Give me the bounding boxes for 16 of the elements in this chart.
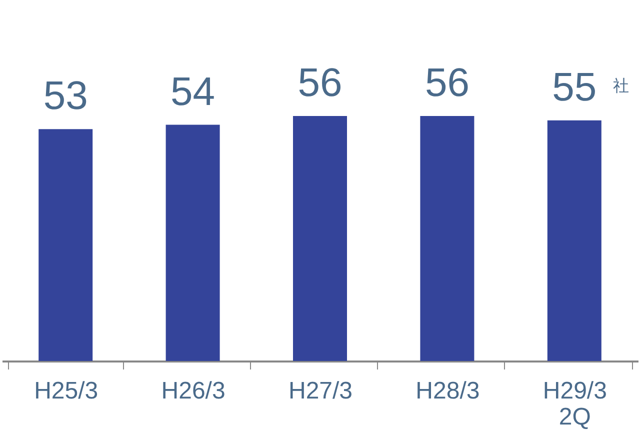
data-label: 56 (424, 61, 470, 105)
x-tick-label: H27/3 (288, 378, 353, 404)
x-tick-label: H26/3 (161, 378, 226, 404)
data-label: 54 (170, 70, 216, 114)
bar (38, 129, 93, 361)
bar (420, 116, 474, 361)
data-label: 56 (298, 61, 342, 105)
bar (547, 120, 602, 361)
x-tick-label: H25/3 (34, 378, 98, 404)
data-label: 53 (43, 74, 88, 118)
bar (293, 116, 347, 361)
x-tick-label: H29/3 2Q (542, 378, 607, 430)
data-label: 55 (552, 65, 597, 110)
x-tick-label: H28/3 (416, 378, 480, 404)
bar (166, 124, 220, 361)
text: 社 (613, 76, 629, 95)
